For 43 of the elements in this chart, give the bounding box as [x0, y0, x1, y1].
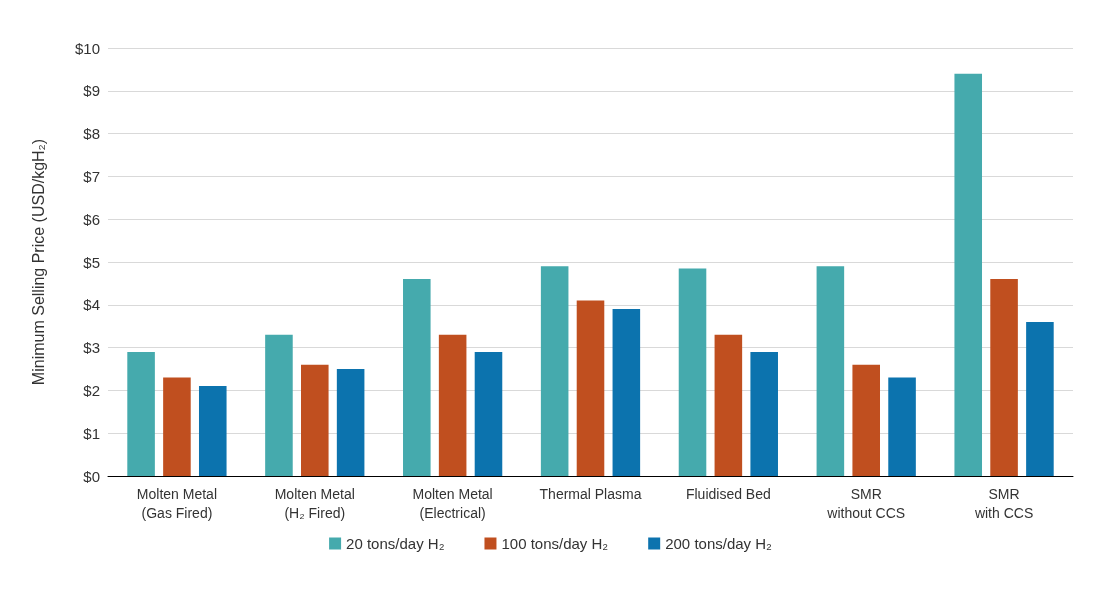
bar	[127, 351, 155, 476]
y-tick-label: $0	[83, 467, 100, 485]
bar	[474, 351, 503, 476]
y-axis-title: Minimum Selling Price (USD/kgH₂)	[29, 138, 47, 386]
bar	[301, 364, 329, 476]
y-tick-label: $8	[83, 125, 100, 143]
x-tick-label: Thermal Plasma	[539, 485, 642, 502]
y-tick-label: $7	[83, 167, 100, 185]
bar	[612, 309, 641, 476]
bar	[198, 386, 227, 476]
y-tick-label: $1	[83, 424, 100, 442]
bar	[438, 334, 467, 476]
legend-label: 100 tons/day H₂	[501, 535, 609, 552]
bar	[852, 364, 880, 476]
bar	[678, 268, 707, 476]
bar	[265, 334, 293, 476]
bar	[403, 279, 431, 476]
y-tick-label: $6	[83, 210, 100, 228]
bar	[714, 334, 743, 476]
bar	[540, 266, 569, 476]
bar	[576, 300, 605, 476]
bar	[163, 377, 191, 476]
bar	[816, 266, 845, 476]
legend-label: 20 tons/day H₂	[346, 535, 445, 552]
y-tick-label: $4	[83, 296, 100, 314]
x-tick-label: Molten Metal (H₂ Fired)	[274, 485, 355, 521]
x-tick-label: Molten Metal (Electrical)	[412, 485, 493, 521]
x-tick-label: Fluidised Bed	[685, 485, 771, 502]
y-tick-label: $5	[83, 253, 100, 271]
bar	[888, 377, 916, 476]
bar	[750, 351, 778, 476]
y-tick-label: $2	[83, 381, 100, 399]
x-tick-label: Molten Metal (Gas Fired)	[136, 485, 218, 521]
bar	[954, 73, 983, 476]
x-tick-label: SMR without CCS	[826, 485, 906, 521]
y-tick-label: $10	[74, 39, 100, 57]
bar	[990, 279, 1018, 476]
x-tick-label: SMR with CCS	[973, 485, 1034, 521]
y-tick-label: $3	[83, 339, 100, 357]
y-tick-label: $9	[83, 82, 100, 100]
legend-label: 200 tons/day H₂	[665, 535, 773, 552]
bar	[336, 369, 365, 476]
bar	[1026, 321, 1054, 476]
